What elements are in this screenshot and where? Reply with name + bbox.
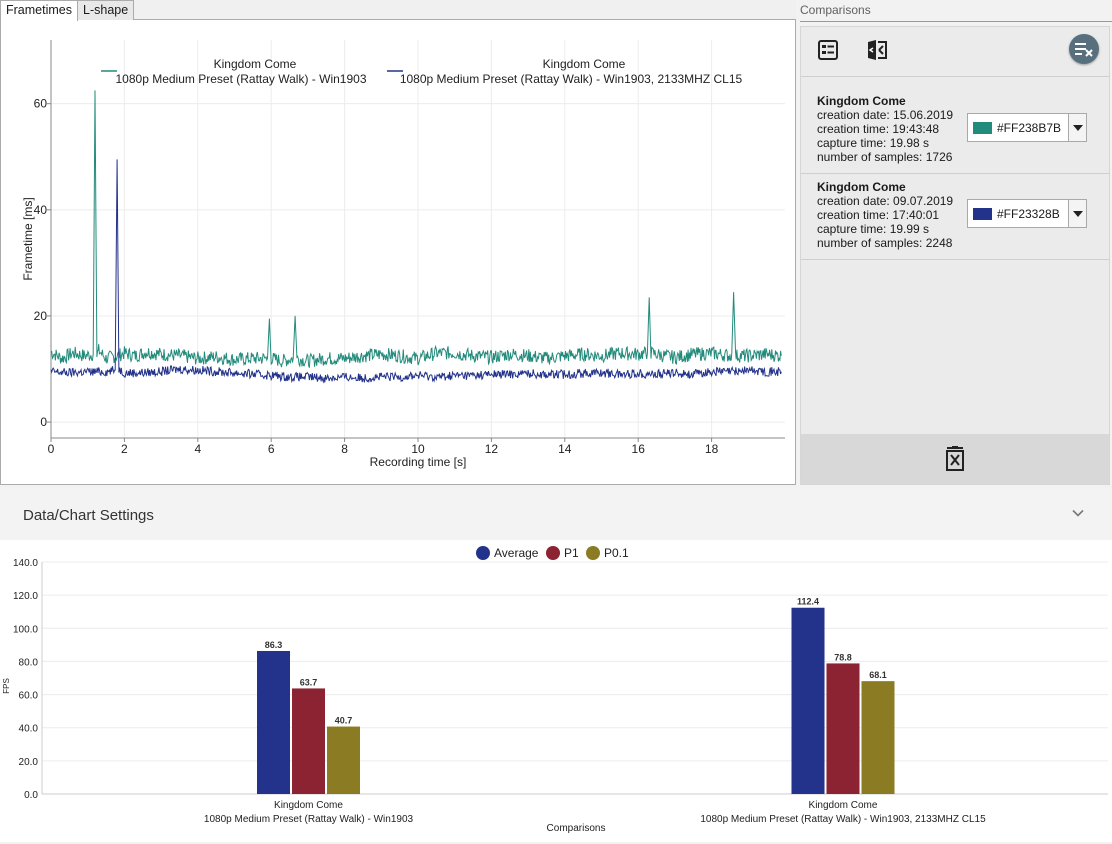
tab-bar: Frametimes L-shape [0,0,796,21]
data-chart-settings-header[interactable]: Data/Chart Settings [0,488,1112,540]
bar-value-label: 63.7 [300,677,318,687]
entry-info: Kingdom Come creation date: 09.07.2019 c… [817,180,953,250]
x-tick-label: 10 [411,442,425,456]
y-tick-label: 80.0 [19,657,39,668]
y-tick-label: 20.0 [19,757,39,768]
entry-capture-time: capture time: 19.98 s [817,136,930,150]
entry-creation-date: creation date: 15.06.2019 [817,108,954,122]
legend-marker [476,546,490,560]
chevron-down-icon[interactable] [1072,507,1084,519]
x-tick-label: 8 [341,442,348,456]
y-tick-label: 120.0 [13,591,38,602]
comparisons-panel: Kingdom Come creation date: 15.06.2019 c… [800,26,1110,485]
color-swatch [973,122,992,134]
x-axis-label: Comparisons [547,823,606,834]
x-category-sublabel: 1080p Medium Preset (Rattay Walk) - Win1… [204,814,414,825]
x-tick-label: 12 [485,442,499,456]
x-tick-label: 6 [268,442,275,456]
bar [327,726,360,794]
x-tick-label: 16 [632,442,646,456]
comparisons-toolbar [801,27,1109,77]
chevron-down-icon[interactable] [1068,200,1086,227]
frametimes-chart-panel: 0 2 4 6 8 10 12 14 16 18 0 20 40 60 Recording time [s]… [0,20,796,485]
tab-frametimes[interactable]: Frametimes [0,0,78,21]
x-tick-label: 14 [558,442,572,456]
chevron-down-icon[interactable] [1068,114,1086,141]
settings-title: Data/Chart Settings [23,507,154,524]
color-swatch [973,208,992,220]
y-tick-label: 40.0 [19,724,39,735]
comparisons-title: Comparisons [800,3,871,17]
bar-value-label: 86.3 [265,640,283,650]
comparison-entry[interactable]: Kingdom Come creation date: 09.07.2019 c… [801,174,1109,260]
y-axis-label: Frametime [ms] [21,197,35,280]
frametimes-chart: 0 2 4 6 8 10 12 14 16 18 0 20 40 60 Recording time [s]… [21,40,785,469]
entry-number-of-samples: number of samples: 1726 [817,150,953,164]
bar-value-label: 112.4 [797,597,819,607]
entry-name: Kingdom Come [817,94,906,108]
fps-bar-chart: 0.0 20.0 40.0 60.0 80.0 100.0 120.0 140.0 FPS Ave… [2,546,1108,834]
entry-capture-time: capture time: 19.99 s [817,222,930,236]
legend-label: Kingdom Come [214,57,297,71]
entry-info: Kingdom Come creation date: 15.06.2019 c… [817,94,953,164]
x-category-sublabel: 1080p Medium Preset (Rattay Walk) - Win1… [700,814,986,825]
entry-number-of-samples: number of samples: 2248 [817,236,953,250]
y-tick-label: 40 [34,203,48,217]
legend-subtitle: 1080p Medium Preset (Rattay Walk) - Win1… [400,72,743,86]
x-tick-label: 4 [194,442,201,456]
y-axis-label: FPS [2,678,11,694]
legend-subtitle: 1080p Medium Preset (Rattay Walk) - Win1… [116,72,367,86]
series-line [50,159,782,384]
bar [292,688,325,794]
divider [800,21,1112,22]
legend-label: Average [494,546,539,560]
bar-value-label: 40.7 [335,716,353,726]
bar [257,650,290,794]
color-picker[interactable]: #FF238B7B [967,113,1087,142]
y-tick-label: 20 [34,309,48,323]
y-tick-label: 140.0 [13,558,38,569]
y-tick-label: 100.0 [13,624,38,635]
legend-marker [586,546,600,560]
series-line [50,90,782,368]
bar [791,607,825,794]
x-axis-label: Recording time [s] [370,455,467,469]
clear-list-button[interactable] [1069,34,1099,64]
clear-list-icon [1075,43,1093,57]
entry-creation-time: creation time: 17:40:01 [817,208,940,222]
color-picker[interactable]: #FF23328B [967,199,1087,228]
tab-l-shape[interactable]: L-shape [77,0,135,20]
color-value: #FF238B7B [997,121,1062,135]
bar-value-label: 78.8 [834,652,852,662]
comparison-entry[interactable]: Kingdom Come creation date: 15.06.2019 c… [801,78,1109,174]
bar-value-label: 68.1 [869,670,887,680]
x-tick-label: 0 [48,442,55,456]
x-tick-label: 18 [705,442,719,456]
color-value: #FF23328B [997,207,1060,221]
delete-all-icon[interactable] [944,446,966,472]
y-tick-label: 60.0 [19,691,39,702]
list-details-icon[interactable] [816,38,840,62]
legend-label: P1 [564,546,579,560]
fps-bar-chart-panel: 0.0 20.0 40.0 60.0 80.0 100.0 120.0 140.0 FPS Ave… [0,540,1112,842]
bar [826,663,860,794]
legend-label: Kingdom Come [543,57,626,71]
y-tick-label: 60 [34,97,48,111]
x-tick-label: 2 [121,442,128,456]
y-tick-label: 0.0 [24,790,38,801]
x-category-label: Kingdom Come [274,800,343,811]
entry-creation-date: creation date: 09.07.2019 [817,194,954,208]
entry-creation-time: creation time: 19:43:48 [817,122,940,136]
compare-swap-icon[interactable] [865,38,889,62]
legend-label: P0.1 [604,546,629,560]
comparisons-footer [801,434,1109,484]
bar [861,681,895,794]
entry-name: Kingdom Come [817,180,906,194]
legend-marker [546,546,560,560]
x-category-label: Kingdom Come [809,800,878,811]
y-tick-label: 0 [40,415,47,429]
